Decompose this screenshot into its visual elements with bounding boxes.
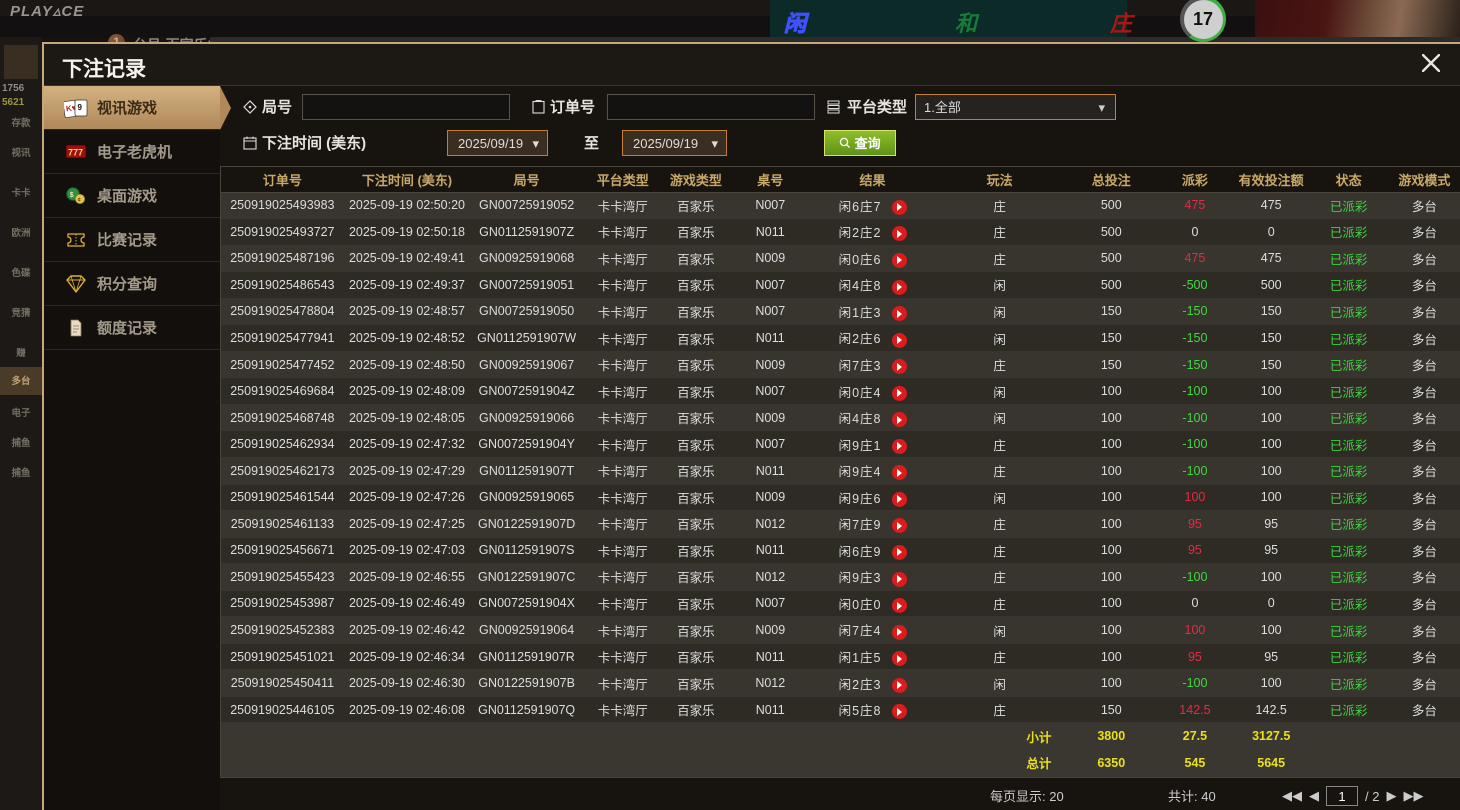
svg-text:¢: ¢	[78, 197, 81, 203]
svg-text:$: $	[70, 192, 74, 199]
svg-text:9: 9	[78, 103, 83, 112]
svg-text:777: 777	[68, 147, 83, 157]
